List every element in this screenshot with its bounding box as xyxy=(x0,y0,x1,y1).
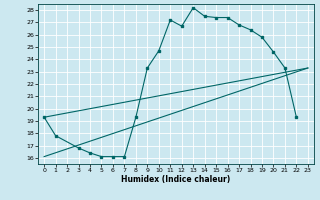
X-axis label: Humidex (Indice chaleur): Humidex (Indice chaleur) xyxy=(121,175,231,184)
